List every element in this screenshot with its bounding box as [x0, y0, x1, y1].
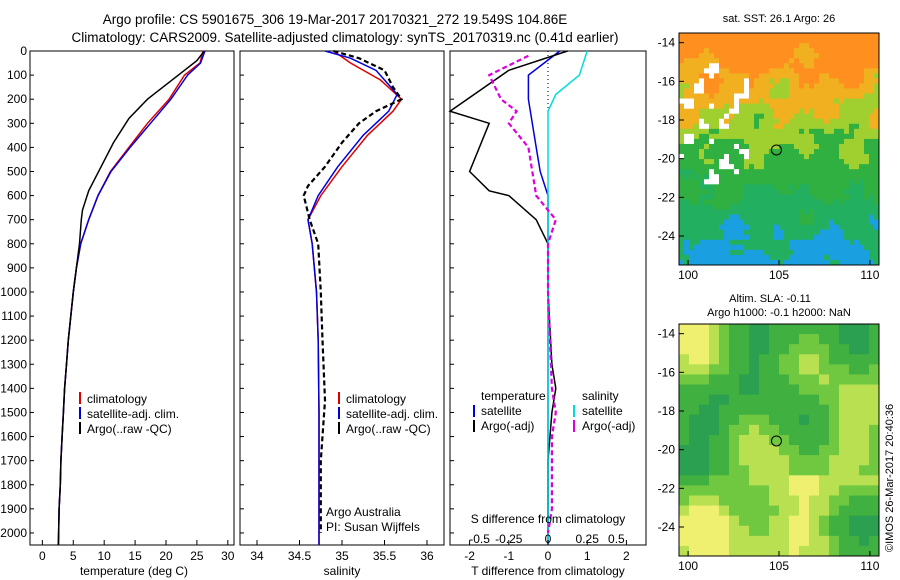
depth-tick-label: 900 [7, 261, 27, 275]
salinity-xtick-label: 36 [420, 549, 434, 563]
difference-xtick-label: 0 [545, 549, 552, 563]
depth-tick-label: 300 [7, 116, 27, 130]
depth-tick-label: 1100 [1, 309, 27, 323]
difference-xtick-label: 2 [623, 549, 630, 563]
s-diff-tick-label: 0.25 [576, 532, 600, 546]
sst-map-panel: sat. SST: 26.1 Argo: 26 100 105 110 -14 -16 -… [658, 13, 880, 282]
difference-xtick-label: -1 [503, 549, 514, 563]
temperature-xtick-label: 5 [70, 549, 77, 563]
salinity-xtick-label: 34 [250, 549, 264, 563]
depth-tick-label: 200 [7, 92, 27, 106]
map-ytick-label: -18 [658, 113, 676, 127]
map-ytick-label: -24 [658, 229, 676, 243]
map-ytick-label: -14 [658, 327, 676, 341]
map-ytick-label: -16 [658, 365, 676, 379]
depth-tick-label: 500 [7, 164, 27, 178]
sla-map-panel: Altim. SLA: -0.11 Argo h1000: -0.1 h2000… [658, 293, 880, 573]
sal-legend-satellite: satellite-adj. clim. [346, 407, 438, 421]
title-line-2: Climatology: CARS2009. Satellite-adjuste… [71, 30, 618, 45]
salinity-xlabel: salinity [324, 564, 361, 578]
t-difference-label: T difference from climatology [471, 564, 625, 578]
temp-legend-climatology: climatology [87, 392, 147, 406]
temperature-xlabel: temperature (deg C) [80, 564, 188, 578]
salinity-annotation-1: Argo Australia [326, 505, 401, 519]
map-xtick-label: 105 [769, 268, 789, 282]
s-diff-tick-label: 0 [545, 532, 552, 546]
s-difference-label: S difference from climatology [471, 512, 626, 526]
map-ytick-label: -20 [658, 443, 676, 457]
legend-sal-satellite: satellite [582, 404, 623, 418]
depth-tick-label: 400 [7, 140, 27, 154]
depth-tick-label: 1400 [0, 381, 27, 395]
depth-tick-label: 700 [7, 213, 27, 227]
difference-panel: -2 -1 0 1 2 -0.5 -0.25 0 0.25 0.5 temperature sat… [450, 51, 646, 578]
depth-tick-label: 2000 [0, 526, 27, 540]
sal-legend-climatology: climatology [346, 392, 406, 406]
depth-tick-label: 600 [7, 189, 27, 203]
legend-temp-satellite: satellite [481, 404, 522, 418]
map-xtick-label: 100 [678, 268, 698, 282]
map-ytick-label: -24 [658, 520, 676, 534]
map-xtick-label: 110 [860, 268, 879, 282]
map-ytick-label: -22 [658, 190, 676, 204]
depth-tick-label: 1600 [0, 430, 27, 444]
legend-temperature-title: temperature [481, 389, 546, 403]
salinity-annotation-2: PI: Susan Wijffels [326, 520, 420, 534]
depth-tick-label: 1500 [0, 405, 27, 419]
temperature-xtick-label: 10 [98, 549, 112, 563]
temp-legend-argo: Argo(..raw -QC) [87, 422, 172, 436]
map-xtick-label: 110 [860, 559, 879, 573]
legend-temp-argo: Argo(-adj) [481, 419, 534, 433]
map-xtick-label: 105 [769, 559, 789, 573]
depth-tick-label: 0 [20, 44, 27, 58]
sla-map-title-1: Altim. SLA: -0.11 [729, 293, 811, 305]
temperature-panel: 0 5 10 15 20 25 300100200300400500600700800900… [0, 44, 235, 578]
temperature-xtick-label: 30 [221, 549, 235, 563]
depth-tick-label: 1200 [0, 333, 27, 347]
map-ytick-label: -22 [658, 481, 676, 495]
salinity-xtick-label: 35 [335, 549, 349, 563]
depth-tick-label: 1900 [0, 502, 27, 516]
salinity-xtick-label: 35.5 [373, 549, 397, 563]
map-ytick-label: -18 [658, 404, 676, 418]
temp-legend-satellite: satellite-adj. clim. [87, 407, 179, 421]
s-diff-tick-label: -0.5 [469, 532, 490, 546]
salinity-panel: 34 34.5 35 35.5 36 climatology satellite-adj… [240, 51, 444, 578]
map-ytick-label: -16 [658, 74, 676, 88]
depth-tick-label: 1300 [0, 357, 27, 371]
s-diff-tick-label: 0.5 [608, 532, 625, 546]
temperature-xtick-label: 15 [128, 549, 142, 563]
temperature-xtick-label: 25 [190, 549, 204, 563]
depth-tick-label: 1800 [0, 478, 27, 492]
sla-map-title-2: Argo h1000: -0.1 h2000: NaN [707, 307, 851, 319]
legend-sal-argo: Argo(-adj) [582, 419, 635, 433]
temperature-xtick-label: 0 [39, 549, 46, 563]
figure: Argo profile: CS 5901675_306 19-Mar-2017… [0, 0, 900, 580]
depth-tick-label: 1000 [0, 285, 27, 299]
difference-xtick-label: -2 [464, 549, 475, 563]
sst-map-title: sat. SST: 26.1 Argo: 26 [723, 13, 836, 25]
title-line-1: Argo profile: CS 5901675_306 19-Mar-2017… [103, 12, 568, 27]
depth-tick-label: 100 [7, 68, 27, 82]
depth-tick-label: 800 [7, 237, 27, 251]
sal-legend-argo: Argo(..raw -QC) [346, 422, 431, 436]
s-diff-tick-label: -0.25 [495, 532, 523, 546]
depth-tick-label: 1700 [0, 454, 27, 468]
imos-timestamp: ©IMOS 26-Mar-2017 20:40:36 [884, 404, 896, 552]
map-xtick-label: 100 [678, 559, 698, 573]
legend-salinity-title: salinity [582, 389, 619, 403]
salinity-xtick-label: 34.5 [288, 549, 312, 563]
difference-xtick-label: 1 [584, 549, 591, 563]
temperature-xtick-label: 20 [159, 549, 173, 563]
map-ytick-label: -14 [658, 36, 676, 50]
map-ytick-label: -20 [658, 152, 676, 166]
